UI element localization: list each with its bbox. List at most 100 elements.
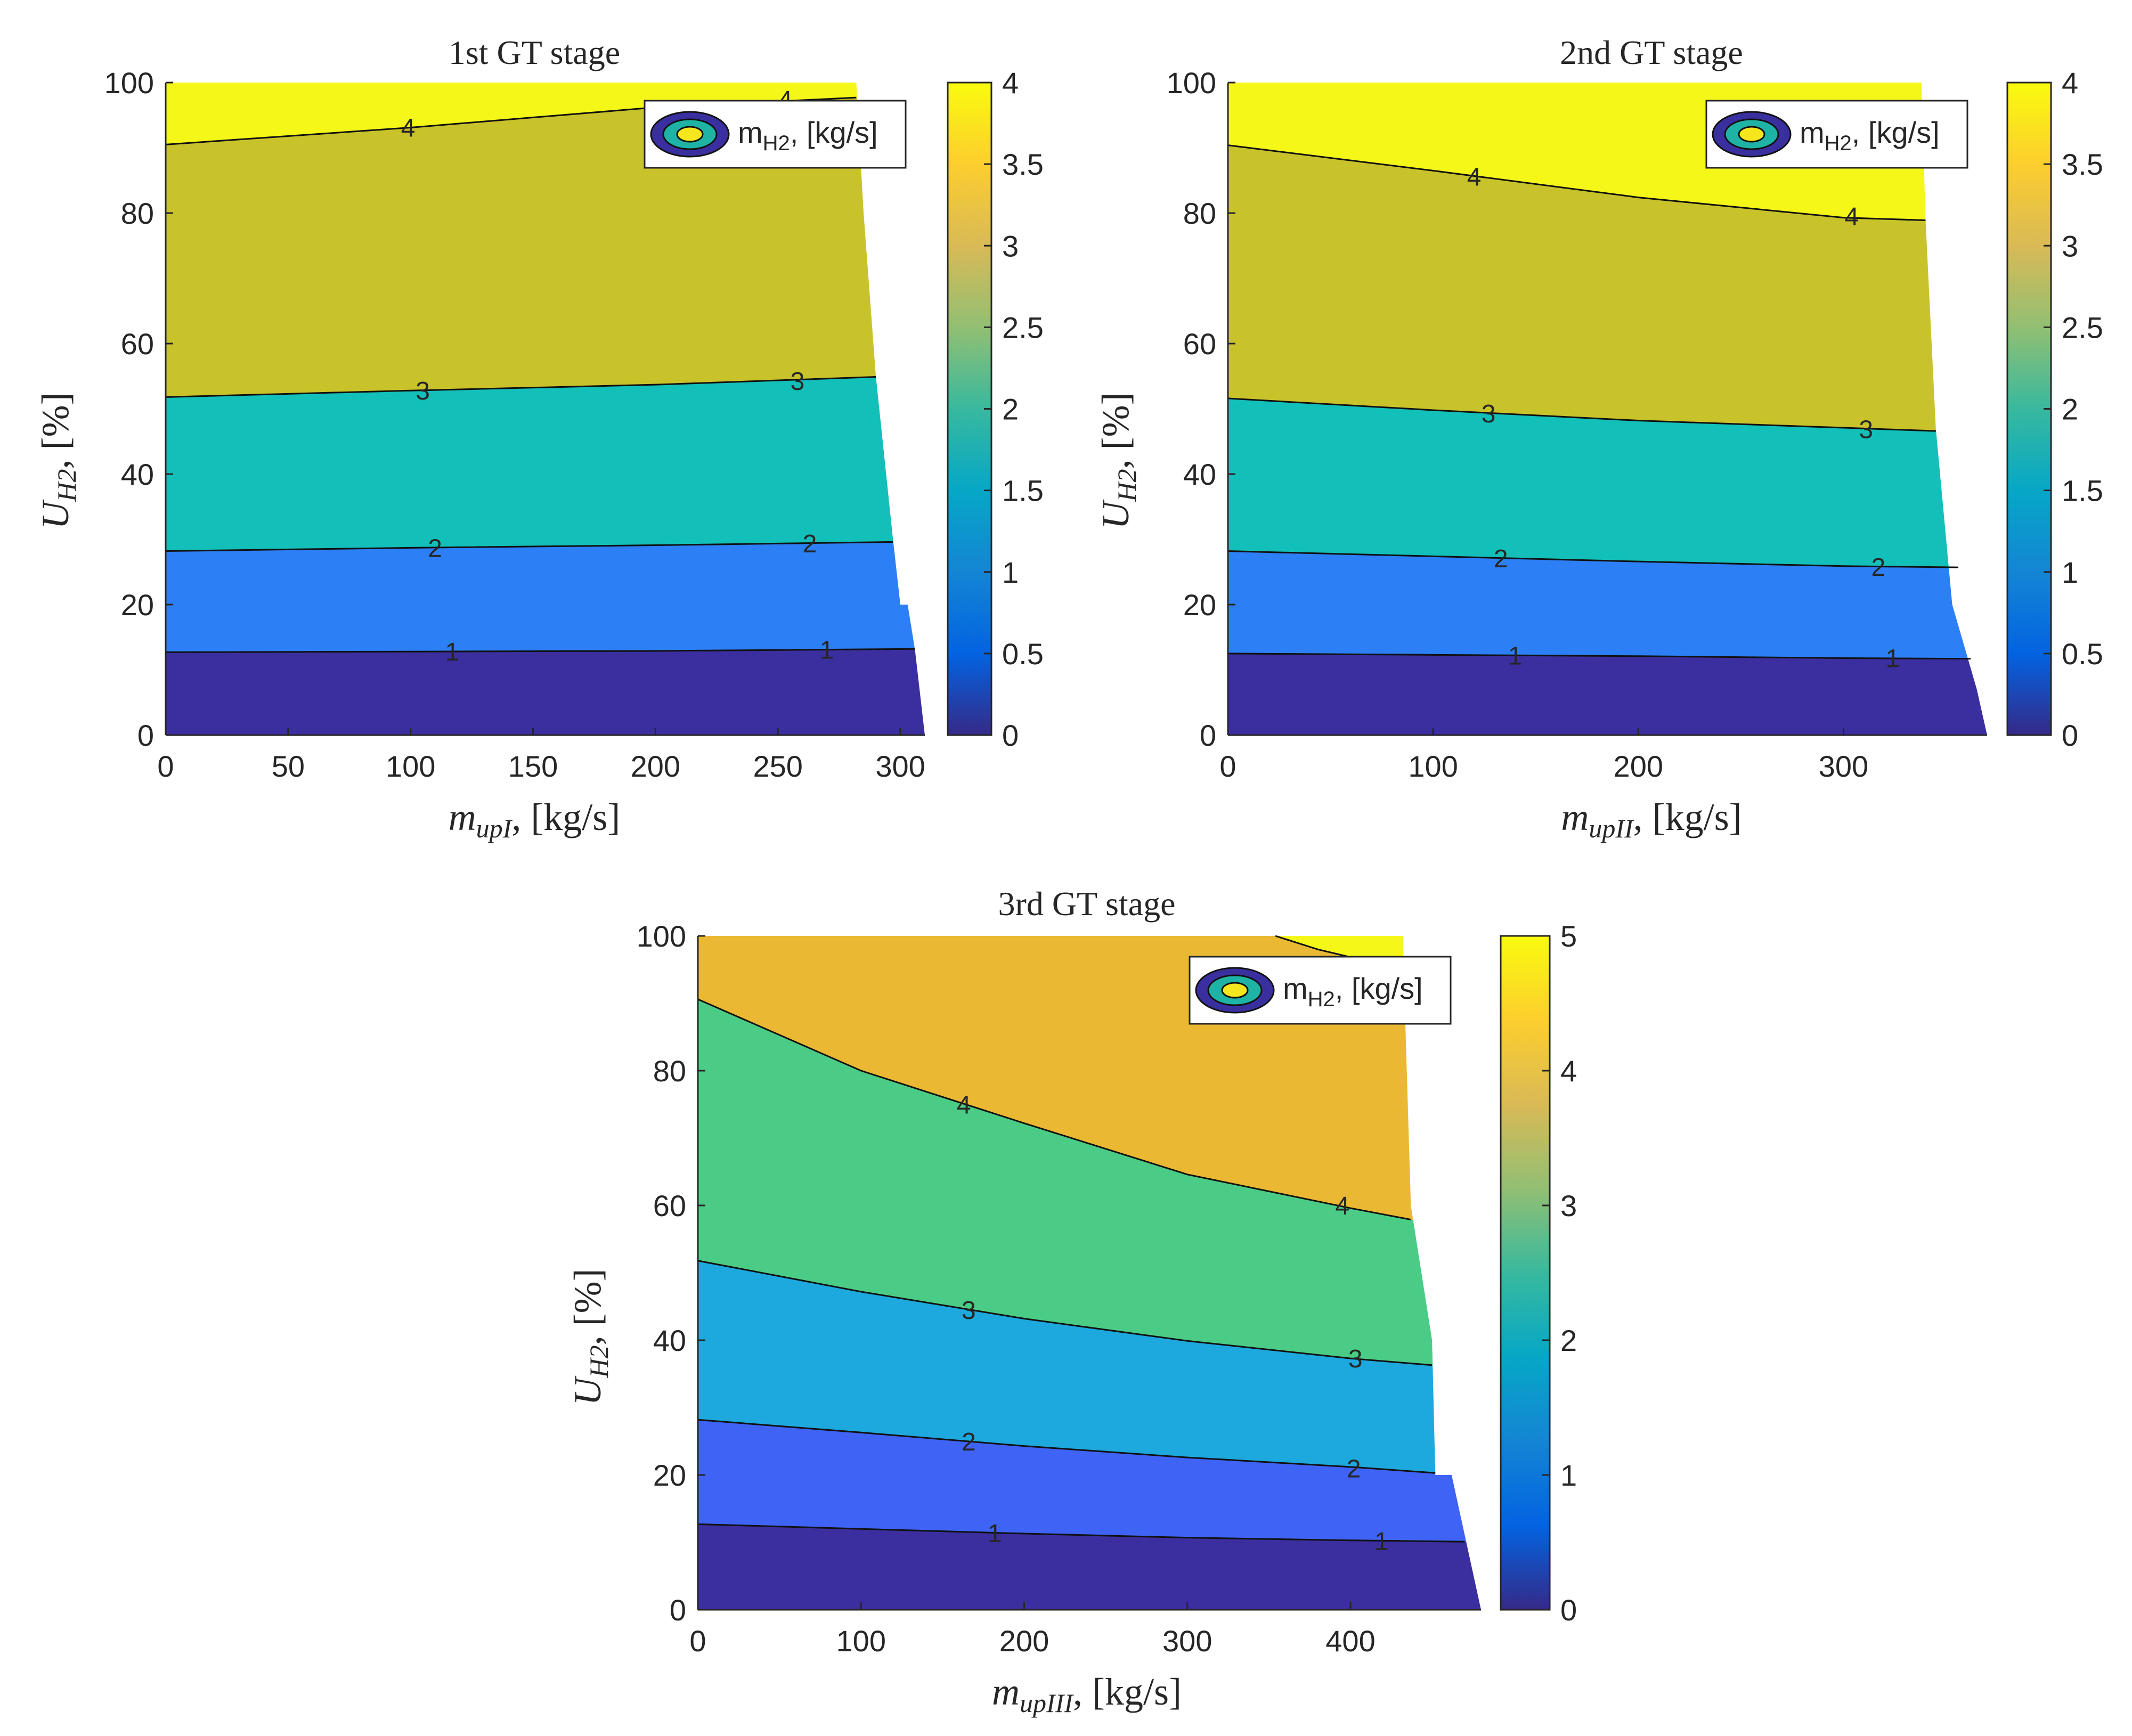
- colorbar: 0 1 2 3 4 5: [1500, 919, 1577, 1627]
- colorbar-tick-label: 1: [2062, 556, 2078, 589]
- colorbar: 0 0.5 1 1.5 2 2.5 3 3.5 4: [947, 66, 1044, 752]
- colorbar-tick-label: 1: [1560, 1458, 1577, 1492]
- colorbar-tick-label: 2: [1002, 393, 1019, 426]
- contour-label-1: 1: [445, 638, 459, 666]
- y-axis-ticks: 0 20 40 60 80 100: [1167, 66, 1235, 752]
- contour-band-2: [1228, 398, 1987, 570]
- y-axis-label-sub: H2: [1112, 469, 1142, 502]
- contour-label-4: 4: [957, 1091, 971, 1119]
- chart-title: 2nd GT stage: [1560, 34, 1743, 71]
- colorbar-tick-label: 2: [2062, 393, 2078, 426]
- y-axis-label-units: , [%]: [566, 1268, 609, 1345]
- contour-band-3: [698, 999, 1481, 1382]
- x-axis-label-var: m: [992, 1670, 1020, 1713]
- contour-band-0: [166, 648, 925, 735]
- y-tick-label: 40: [1183, 458, 1216, 491]
- y-tick-label: 20: [121, 588, 154, 622]
- plot-area: [166, 83, 925, 735]
- x-tick-label: 200: [631, 749, 680, 783]
- contour-label-3: 3: [1482, 400, 1496, 428]
- contour-line-3: [1227, 397, 1936, 432]
- y-axis-label-var: U: [1094, 500, 1137, 529]
- x-tick-label: 0: [157, 749, 174, 783]
- contour-labels: 1 1 2 2 3 3 4 4: [957, 1091, 1389, 1556]
- y-tick-label: 80: [121, 197, 154, 230]
- contour-bands: [166, 83, 925, 735]
- x-tick-label: 300: [1819, 749, 1868, 783]
- x-axis-label-sub: upIII: [1020, 1688, 1074, 1718]
- x-tick-label: 0: [689, 1624, 706, 1658]
- contour-line-1: [1227, 653, 1971, 660]
- colorbar-tick-label: 3.5: [2062, 148, 2103, 181]
- colorbar-tick-label: 0: [1002, 719, 1019, 752]
- legend-box: mH2, [kg/s]: [1705, 100, 1968, 169]
- x-axis-label-sub: upII: [1589, 813, 1634, 843]
- colorbar-gradient: [1500, 935, 1551, 1611]
- legend-label-units: , [kg/s]: [1335, 972, 1423, 1005]
- x-tick-label: 150: [508, 749, 558, 783]
- x-tick-label: 100: [1408, 749, 1458, 783]
- contour-label-4: 4: [1335, 1192, 1349, 1220]
- contour-labels: 1 1 2 2 3 3 4 4: [1467, 163, 1900, 673]
- y-tick-label: 40: [653, 1324, 686, 1357]
- contour-label-2: 2: [1347, 1455, 1361, 1483]
- colorbar-tick-label: 3.5: [1002, 148, 1044, 181]
- y-axis-label-units: , [%]: [34, 392, 77, 469]
- contour-label-4: 4: [401, 115, 416, 143]
- plot-area: [698, 936, 1481, 1610]
- colorbar-tick-label: 3: [1560, 1189, 1577, 1222]
- legend-label-text: m: [1800, 116, 1825, 149]
- contour-label-1: 1: [820, 637, 834, 665]
- colorbar-tick-label: 3: [2062, 229, 2078, 263]
- contour-band-0: [1228, 653, 1987, 735]
- x-tick-label: 100: [836, 1624, 886, 1658]
- contour-band-0: [698, 1524, 1481, 1610]
- contour-lines: [1227, 144, 1971, 660]
- y-tick-label: 60: [121, 327, 154, 361]
- contour-label-2: 2: [803, 530, 817, 558]
- contour-line-2: [697, 1419, 1436, 1474]
- y-tick-label: 100: [104, 66, 154, 100]
- contour-line-4: [1227, 144, 1926, 221]
- y-tick-label: 0: [1200, 719, 1216, 752]
- contour-label-1: 1: [1508, 642, 1523, 671]
- x-tick-label: 50: [272, 749, 305, 783]
- contour-label-2: 2: [1871, 553, 1886, 582]
- y-axis-ticks: 0 20 40 60 80 100: [104, 66, 173, 752]
- colorbar-tick-label: 2: [1560, 1324, 1577, 1357]
- x-axis-ticks: 0 50 100 150 200 250 300: [157, 728, 925, 783]
- contour-band-1: [698, 1420, 1481, 1544]
- contour-band-1: [1228, 551, 1987, 660]
- contour-band-2: [166, 370, 925, 551]
- y-tick-label: 80: [653, 1054, 686, 1088]
- legend-box: mH2, [kg/s]: [1189, 956, 1452, 1025]
- y-tick-label: 20: [1183, 588, 1216, 622]
- y-tick-label: 0: [137, 719, 154, 752]
- contour-label-3: 3: [1348, 1345, 1363, 1373]
- x-axis-ticks: 0 100 200 300: [1219, 728, 1987, 783]
- legend-label: mH2, [kg/s]: [1283, 972, 1423, 1011]
- contour-label-2: 2: [428, 534, 442, 563]
- legend-icon-inner: [1738, 126, 1765, 143]
- colorbar-tick-label: 4: [1560, 1054, 1577, 1088]
- x-axis-label-units: , [kg/s]: [1073, 1670, 1182, 1713]
- x-axis-label: mupI, [kg/s]: [449, 796, 621, 843]
- contour-label-2: 2: [1494, 545, 1508, 573]
- contour-label-4: 4: [1844, 203, 1859, 231]
- x-tick-label: 100: [386, 749, 435, 783]
- contour-line-1: [165, 648, 915, 653]
- legend-box: mH2, [kg/s]: [644, 100, 907, 169]
- legend-label-sub: H2: [763, 132, 790, 155]
- contour-line-3: [697, 1260, 1433, 1366]
- contour-label-3: 3: [1859, 415, 1873, 444]
- x-axis-label-var: m: [449, 796, 476, 838]
- y-axis-label-sub: H2: [52, 469, 82, 502]
- legend-icon-inner: [1221, 982, 1249, 999]
- y-axis-ticks: 0 20 40 60 80 100: [637, 919, 705, 1627]
- contour-label-1: 1: [1885, 645, 1900, 673]
- y-axis-label-var: U: [34, 500, 77, 529]
- chart-title: 1st GT stage: [449, 34, 620, 71]
